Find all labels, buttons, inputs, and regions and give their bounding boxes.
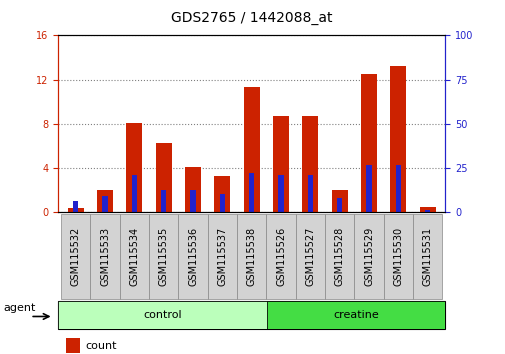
Bar (178, 214, 208, 299)
Text: control: control (143, 310, 181, 320)
Bar (324, 214, 353, 299)
Text: GSM115529: GSM115529 (363, 227, 373, 286)
Bar (66, 337, 80, 353)
Bar (395, 166, 400, 212)
Text: GDS2765 / 1442088_at: GDS2765 / 1442088_at (171, 11, 332, 25)
Bar (307, 175, 313, 212)
Bar (73, 201, 78, 212)
Bar (419, 207, 435, 212)
Text: GSM115538: GSM115538 (246, 227, 256, 286)
Bar (190, 190, 195, 212)
Bar (103, 195, 108, 212)
Text: GSM115534: GSM115534 (129, 227, 139, 286)
Bar (61, 214, 90, 299)
Bar (131, 175, 137, 212)
Text: GSM115528: GSM115528 (334, 227, 344, 286)
Text: agent: agent (3, 303, 35, 313)
Bar (383, 214, 412, 299)
Bar (366, 166, 371, 212)
Text: GSM115530: GSM115530 (392, 227, 402, 286)
Bar (149, 214, 178, 299)
Text: GSM115532: GSM115532 (71, 227, 81, 286)
Bar (295, 214, 324, 299)
Text: GSM115527: GSM115527 (305, 227, 315, 286)
Bar (412, 214, 441, 299)
Bar (248, 173, 254, 212)
Bar (126, 123, 142, 212)
Bar (243, 87, 259, 212)
Bar (237, 214, 266, 299)
Bar (278, 175, 283, 212)
Text: GSM115536: GSM115536 (188, 227, 197, 286)
Bar (266, 214, 295, 299)
Bar (360, 74, 376, 212)
Bar (214, 176, 230, 212)
Bar (336, 198, 342, 212)
Bar (58, 301, 266, 329)
Text: creatine: creatine (332, 310, 378, 320)
Bar (120, 214, 149, 299)
Bar (208, 214, 237, 299)
Bar (161, 190, 166, 212)
Bar (185, 167, 201, 212)
Bar (354, 214, 383, 299)
Bar (301, 116, 318, 212)
Text: count: count (85, 341, 117, 351)
Bar (90, 214, 120, 299)
Text: GSM115531: GSM115531 (422, 227, 432, 286)
Text: GSM115537: GSM115537 (217, 227, 227, 286)
Bar (389, 67, 406, 212)
Bar (273, 116, 288, 212)
Bar (331, 190, 347, 212)
Bar (156, 143, 172, 212)
Bar (68, 208, 84, 212)
Bar (97, 190, 113, 212)
Text: GSM115526: GSM115526 (276, 227, 285, 286)
Bar (266, 301, 444, 329)
Text: GSM115533: GSM115533 (100, 227, 110, 286)
Bar (219, 194, 225, 212)
Text: GSM115535: GSM115535 (159, 227, 169, 286)
Bar (424, 210, 429, 212)
